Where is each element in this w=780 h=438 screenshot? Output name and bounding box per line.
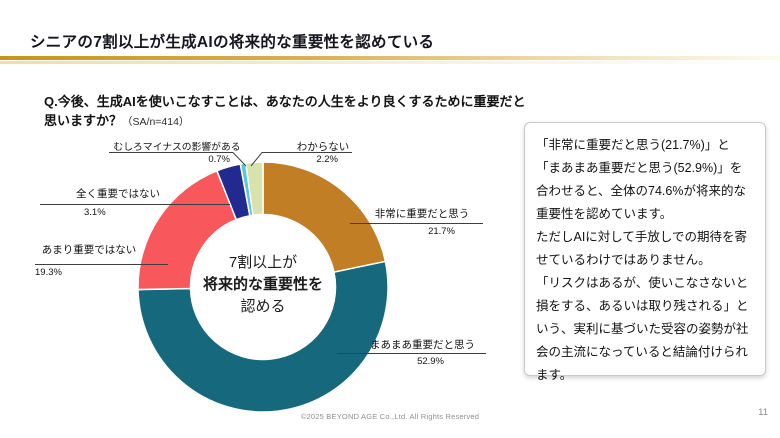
title-divider bbox=[0, 56, 780, 60]
donut-segment bbox=[244, 161, 264, 217]
segment-pct-somewhat-important: 52.9% bbox=[417, 356, 444, 367]
segment-pct-not-very-important: 19.3% bbox=[35, 267, 62, 278]
question-note: （SA/n=414） bbox=[122, 116, 190, 128]
center-text-line1: 7割以上が bbox=[228, 254, 298, 271]
segment-label-not-very-important: あまり重要ではない bbox=[41, 244, 137, 256]
page-number: 11 bbox=[758, 407, 768, 418]
donut-segment bbox=[239, 162, 254, 217]
donut-center-text: 7割以上が 将来的な重要性を 認める bbox=[173, 252, 353, 318]
segment-label-not-important: 全く重要ではない bbox=[76, 188, 160, 200]
title-divider-light bbox=[0, 61, 780, 64]
center-text-line2: 将来的な重要性を bbox=[202, 276, 323, 293]
segment-pct-dont-know: 2.2% bbox=[316, 154, 338, 165]
segment-pct-not-important: 3.1% bbox=[84, 207, 106, 218]
segment-pct-very-important: 21.7% bbox=[428, 226, 455, 237]
commentary-box: 「非常に重要だと思う(21.7%)」と「まあまあ重要だと思う(52.9%)」を合… bbox=[524, 122, 766, 382]
segment-label-dont-know: わからない bbox=[296, 141, 350, 153]
copyright-footer: ©2025 BEYOND AGE Co.,Ltd. All Rights Res… bbox=[300, 412, 480, 421]
survey-question: Q.今後、生成AIを使いこなすことは、あなたの人生をより良くするために重要だと思… bbox=[44, 92, 526, 132]
commentary-paragraph: 「非常に重要だと思う(21.7%)」と「まあまあ重要だと思う(52.9%)」を合… bbox=[536, 138, 746, 221]
commentary-paragraph: 「リスクはあるが、使いこなさないと損をする、あるいは取り残される」という、実利に… bbox=[536, 276, 749, 382]
segment-label-somewhat-important: まあまあ重要だと思う bbox=[370, 339, 475, 351]
question-text: Q.今後、生成AIを使いこなすことは、あなたの人生をより良くするために重要だと思… bbox=[44, 94, 526, 128]
segment-pct-negative-impact: 0.7% bbox=[208, 154, 230, 165]
donut-segment bbox=[215, 163, 251, 221]
center-text-line3: 認める bbox=[240, 298, 286, 315]
segment-label-negative-impact: むしろマイナスの影響がある bbox=[113, 142, 241, 153]
commentary-paragraph: ただしAIに対して手放しでの期待を寄せているわけではありません。 bbox=[536, 230, 748, 267]
segment-label-very-important: 非常に重要だと思う bbox=[374, 208, 470, 220]
page-title: シニアの7割以上が生成AIの将来的な重要性を認めている bbox=[30, 34, 435, 51]
